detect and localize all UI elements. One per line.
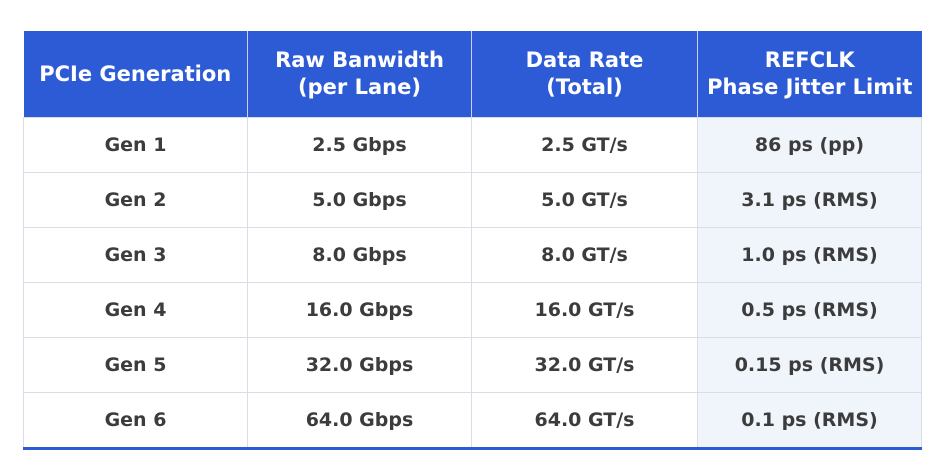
cell-raw-bandwidth: 5.0 Gbps — [247, 172, 472, 228]
cell-jitter-limit: 86 ps (pp) — [697, 117, 922, 173]
cell-generation: Gen 6 — [23, 392, 248, 450]
header-label: PCIe Generation — [39, 61, 232, 86]
pcie-generation-table: PCIe Generation Raw Banwidth (per Lane) … — [23, 31, 922, 450]
header-row: PCIe Generation Raw Banwidth (per Lane) … — [23, 31, 922, 118]
cell-generation: Gen 1 — [23, 117, 248, 173]
cell-generation: Gen 2 — [23, 172, 248, 228]
table-row: Gen 4 16.0 Gbps 16.0 GT/s 0.5 ps (RMS) — [23, 282, 922, 338]
header-label: REFCLK — [764, 48, 855, 72]
cell-raw-bandwidth: 32.0 Gbps — [247, 337, 472, 393]
table-row: Gen 6 64.0 Gbps 64.0 GT/s 0.1 ps (RMS) — [23, 392, 922, 450]
header-sublabel: Phase Jitter Limit — [707, 75, 913, 99]
header-raw-bandwidth: Raw Banwidth (per Lane) — [247, 31, 472, 118]
header-sublabel: (per Lane) — [298, 75, 421, 99]
cell-jitter-limit: 1.0 ps (RMS) — [697, 227, 922, 283]
table-row: Gen 2 5.0 Gbps 5.0 GT/s 3.1 ps (RMS) — [23, 172, 922, 228]
cell-data-rate: 16.0 GT/s — [471, 282, 698, 338]
cell-data-rate: 8.0 GT/s — [471, 227, 698, 283]
header-label: Data Rate — [525, 48, 644, 72]
cell-data-rate: 32.0 GT/s — [471, 337, 698, 393]
header-data-rate: Data Rate (Total) — [471, 31, 698, 118]
header-refclk-jitter: REFCLK Phase Jitter Limit — [697, 31, 922, 118]
cell-jitter-limit: 3.1 ps (RMS) — [697, 172, 922, 228]
table-row: Gen 1 2.5 Gbps 2.5 GT/s 86 ps (pp) — [23, 117, 922, 173]
cell-raw-bandwidth: 8.0 Gbps — [247, 227, 472, 283]
cell-data-rate: 2.5 GT/s — [471, 117, 698, 173]
table-row: Gen 5 32.0 Gbps 32.0 GT/s 0.15 ps (RMS) — [23, 337, 922, 393]
cell-data-rate: 64.0 GT/s — [471, 392, 698, 450]
cell-jitter-limit: 0.5 ps (RMS) — [697, 282, 922, 338]
table-body: Gen 1 2.5 Gbps 2.5 GT/s 86 ps (pp) Gen 2… — [23, 117, 922, 450]
cell-generation: Gen 3 — [23, 227, 248, 283]
cell-jitter-limit: 0.15 ps (RMS) — [697, 337, 922, 393]
cell-generation: Gen 5 — [23, 337, 248, 393]
header-pcie-generation: PCIe Generation — [23, 31, 248, 118]
cell-jitter-limit: 0.1 ps (RMS) — [697, 392, 922, 450]
cell-data-rate: 5.0 GT/s — [471, 172, 698, 228]
cell-raw-bandwidth: 2.5 Gbps — [247, 117, 472, 173]
header-label: Raw Banwidth — [275, 48, 444, 72]
cell-raw-bandwidth: 16.0 Gbps — [247, 282, 472, 338]
header-sublabel: (Total) — [546, 75, 623, 99]
pcie-table-container: PCIe Generation Raw Banwidth (per Lane) … — [23, 31, 922, 450]
cell-raw-bandwidth: 64.0 Gbps — [247, 392, 472, 450]
cell-generation: Gen 4 — [23, 282, 248, 338]
table-row: Gen 3 8.0 Gbps 8.0 GT/s 1.0 ps (RMS) — [23, 227, 922, 283]
table-header: PCIe Generation Raw Banwidth (per Lane) … — [23, 31, 922, 118]
